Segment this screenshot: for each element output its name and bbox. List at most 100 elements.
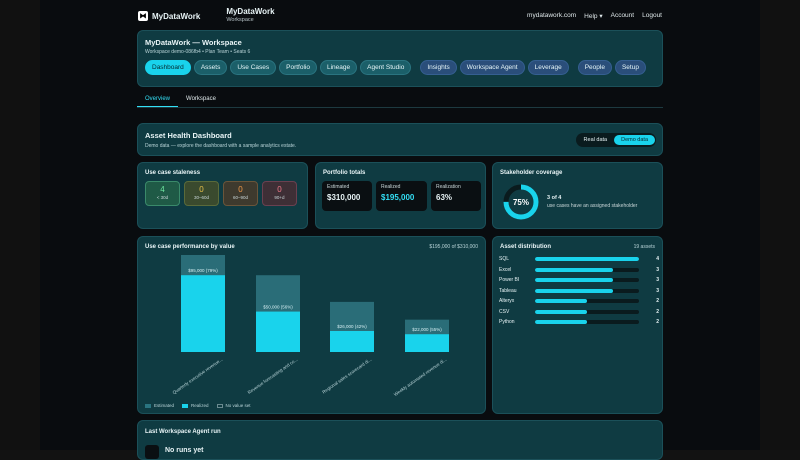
nav-site-link[interactable]: mydatawork.com bbox=[527, 12, 577, 19]
nav-help-menu[interactable]: Help ▾ bbox=[584, 13, 603, 20]
workspace-label: MyDataWork Workspace bbox=[226, 8, 274, 24]
logo-icon[interactable]: ⧓ bbox=[138, 11, 148, 21]
bar-value-label: $50,000 (56%) bbox=[263, 305, 293, 310]
pill-workspace-agent[interactable]: Workspace Agent bbox=[459, 60, 525, 75]
dist-bar bbox=[535, 278, 613, 282]
pill-setup[interactable]: Setup bbox=[614, 60, 646, 75]
dist-bar bbox=[535, 299, 587, 303]
dist-track bbox=[535, 309, 639, 314]
bar-realized[interactable] bbox=[181, 275, 225, 352]
category-label: Weekly automated revenue di... bbox=[393, 357, 448, 397]
stakeholder-donut: 75% bbox=[503, 184, 539, 220]
stale-label: 90+d bbox=[274, 195, 285, 200]
stale-box-90plus: 0 90+d bbox=[262, 181, 297, 206]
dist-count-value: 3 bbox=[656, 287, 659, 294]
top-nav: mydatawork.com Help ▾ Account Logout bbox=[527, 12, 662, 20]
dist-row: Tableau 3 bbox=[499, 287, 659, 295]
pill-agent-studio[interactable]: Agent Studio bbox=[360, 60, 412, 75]
dist-bar bbox=[535, 257, 639, 261]
dist-count-value: 3 bbox=[656, 266, 659, 273]
agent-title: Last Workspace Agent run bbox=[145, 429, 221, 435]
stale-label: 60–90d bbox=[232, 195, 249, 200]
legend-realized: Realized bbox=[182, 403, 209, 408]
agent-card: Last Workspace Agent run No runs yet bbox=[137, 420, 663, 460]
portfolio-label: Estimated bbox=[327, 184, 350, 190]
nav-account-link[interactable]: Account bbox=[610, 12, 635, 19]
stale-count: 0 bbox=[199, 185, 204, 194]
bar-realized[interactable] bbox=[256, 311, 300, 352]
distribution-card: Asset distribution 19 assets SQL 4 Excel 3 P… bbox=[492, 236, 663, 414]
perf-legend: Estimated Realized No value set bbox=[145, 403, 251, 408]
donut-arc bbox=[503, 184, 539, 220]
bar-value-label: $26,000 (42%) bbox=[337, 324, 367, 329]
dist-name: Tableau bbox=[499, 287, 517, 294]
bar-realized[interactable] bbox=[330, 330, 374, 352]
category-label: Quarterly executive revenue... bbox=[172, 357, 224, 396]
toggle-real-data[interactable]: Real data bbox=[583, 137, 608, 143]
toggle-demo-data[interactable]: Demo data bbox=[614, 135, 655, 145]
pill-dashboard[interactable]: Dashboard bbox=[145, 60, 191, 75]
dist-bar bbox=[535, 267, 613, 272]
dist-count: 19 assets bbox=[633, 244, 655, 250]
pill-lineage[interactable]: Lineage bbox=[319, 60, 358, 75]
dist-row: CSV 2 bbox=[499, 308, 659, 316]
dist-count-value: 3 bbox=[656, 277, 659, 283]
pill-portfolio[interactable]: Portfolio bbox=[279, 60, 317, 75]
staleness-title: Use case staleness bbox=[145, 170, 201, 176]
portfolio-label: Realized bbox=[381, 184, 401, 190]
tab-workspace[interactable]: Workspace bbox=[186, 96, 216, 102]
stale-count: 0 bbox=[238, 185, 243, 194]
stakeholder-title: Stakeholder coverage bbox=[500, 170, 563, 176]
dist-bar bbox=[535, 288, 613, 293]
dist-row: Alteryx 2 bbox=[499, 297, 659, 305]
portfolio-estimated: Estimated $310,000 bbox=[322, 181, 372, 211]
tab-overview[interactable]: Overview bbox=[137, 94, 179, 107]
bar-value-label: $95,000 (79%) bbox=[188, 268, 218, 273]
dist-count-value: 4 bbox=[656, 256, 659, 262]
pill-people[interactable]: People bbox=[577, 60, 612, 75]
workspace-card-subtitle: Workspace demo-086fb4 • Plan Team • Seat… bbox=[145, 49, 251, 55]
perf-title: Use case performance by value bbox=[145, 244, 235, 250]
stale-box-30-60: 0 30–60d bbox=[184, 181, 219, 206]
portfolio-title: Portfolio totals bbox=[323, 170, 366, 176]
dist-name: CSV bbox=[499, 308, 510, 315]
nav-logout-link[interactable]: Logout bbox=[642, 12, 662, 19]
portfolio-card: Portfolio totals Estimated $310,000 Real… bbox=[315, 162, 486, 229]
pill-assets[interactable]: Assets bbox=[193, 60, 228, 75]
dist-name: Alteryx bbox=[499, 298, 515, 304]
dist-name: SQL bbox=[499, 256, 510, 262]
stale-label: 30–60d bbox=[193, 195, 210, 200]
dist-row: Python 2 bbox=[499, 318, 659, 326]
pill-insights[interactable]: Insights bbox=[420, 60, 457, 75]
perf-chart: $95,000 (79%) Quarterly executive revenue… bbox=[172, 255, 449, 397]
dist-count-value: 2 bbox=[656, 298, 659, 304]
category-label: Regional sales scorecard di... bbox=[321, 357, 372, 395]
stakeholder-card: Stakeholder coverage 75% 3 of 4 use case… bbox=[492, 162, 663, 229]
perf-total: $195,000 of $310,000 bbox=[429, 244, 478, 250]
workspace-nav-pills: Dashboard Assets Use Cases Portfolio Lin… bbox=[145, 60, 646, 75]
performance-card: Use case performance by value $195,000 o… bbox=[137, 236, 486, 414]
dist-bar bbox=[535, 320, 587, 324]
dist-row: Power BI 3 bbox=[499, 276, 659, 284]
dist-row: Excel 3 bbox=[499, 266, 659, 274]
pill-leverage[interactable]: Leverage bbox=[527, 60, 569, 75]
staleness-card: Use case staleness 4 < 30d 0 30–60d 0 60… bbox=[137, 162, 308, 229]
pill-use-cases[interactable]: Use Cases bbox=[230, 60, 277, 75]
agent-icon bbox=[145, 445, 159, 459]
workspace-header-card: MyDataWork — Workspace Workspace demo-08… bbox=[137, 30, 663, 87]
dist-track bbox=[535, 278, 639, 282]
portfolio-value: $310,000 bbox=[327, 193, 361, 202]
dist-track bbox=[535, 288, 639, 293]
dist-title: Asset distribution bbox=[500, 244, 552, 250]
stale-count: 4 bbox=[160, 185, 165, 194]
portfolio-label: Realization bbox=[436, 184, 461, 190]
portfolio-value: 63% bbox=[436, 193, 453, 202]
portfolio-realization: Realization 63% bbox=[431, 181, 481, 211]
dist-count-value: 2 bbox=[656, 319, 659, 325]
portfolio-realized: Realized $195,000 bbox=[376, 181, 427, 211]
stale-count: 0 bbox=[277, 185, 282, 194]
bar-realized[interactable] bbox=[405, 334, 449, 352]
dist-track bbox=[535, 267, 639, 272]
brand-name[interactable]: MyDataWork bbox=[152, 11, 201, 21]
tab-bar: Overview Workspace bbox=[137, 94, 663, 108]
